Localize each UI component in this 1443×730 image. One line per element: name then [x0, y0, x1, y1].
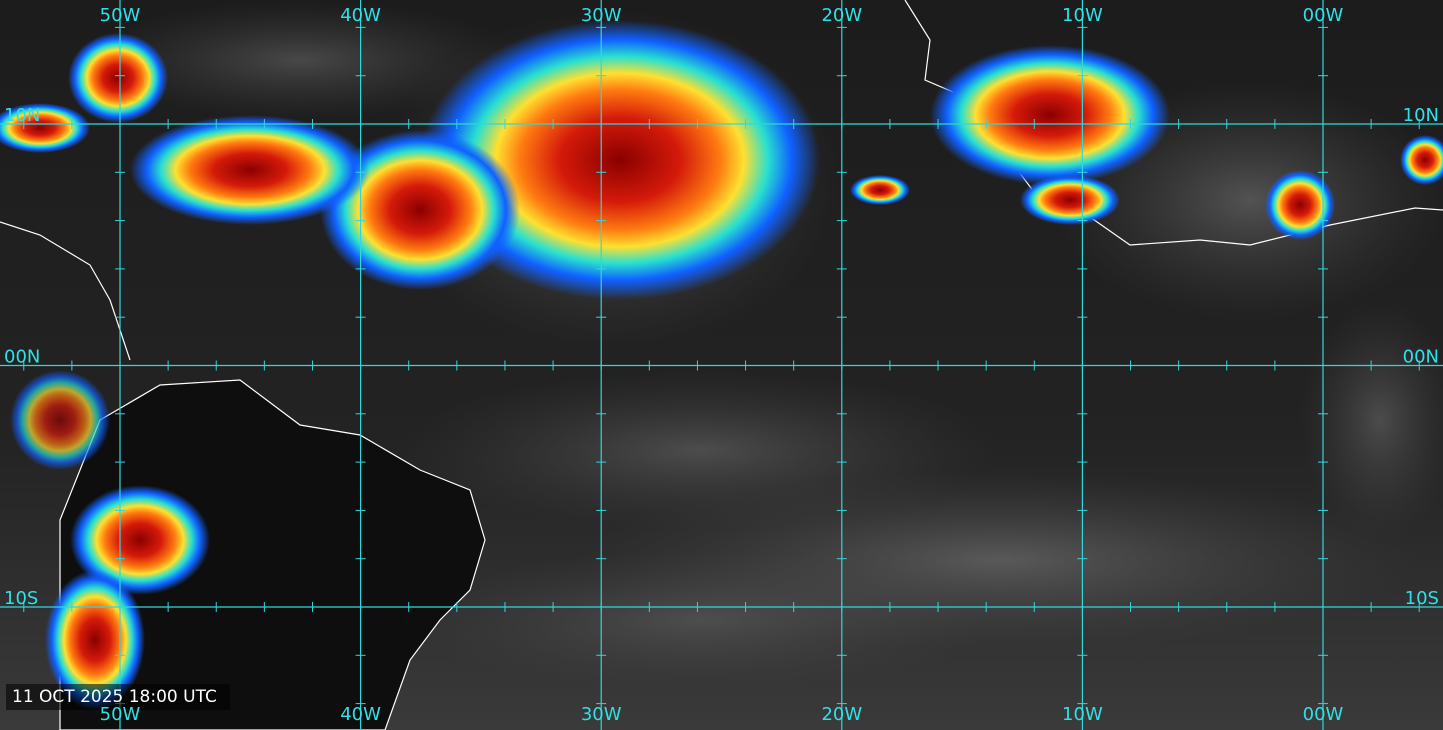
lon-label: 00W — [1303, 5, 1344, 26]
lon-label: 30W — [581, 5, 622, 26]
lon-label: 30W — [581, 704, 622, 725]
lon-label: 20W — [821, 5, 862, 26]
timestamp-bg — [6, 684, 230, 710]
lon-label: 00W — [1303, 704, 1344, 725]
lon-label: 50W — [100, 5, 141, 26]
lat-label: 10N — [1403, 105, 1439, 126]
south-america — [59, 379, 486, 730]
lat-label: 00N — [4, 347, 40, 368]
lat-label: 10S — [1405, 588, 1439, 609]
convection — [0, 20, 1443, 710]
timestamp: 11 OCT 2025 18:00 UTC — [12, 687, 217, 707]
lat-label: 10N — [4, 105, 40, 126]
lon-label: 40W — [340, 5, 381, 26]
lon-label: 50W — [100, 704, 141, 725]
lon-label: 40W — [340, 704, 381, 725]
lat-label: 00N — [1403, 347, 1439, 368]
lon-label: 10W — [1062, 704, 1103, 725]
lon-label: 20W — [821, 704, 862, 725]
lon-label: 10W — [1062, 5, 1103, 26]
coastline — [0, 221, 131, 361]
lat-label: 10S — [4, 588, 38, 609]
